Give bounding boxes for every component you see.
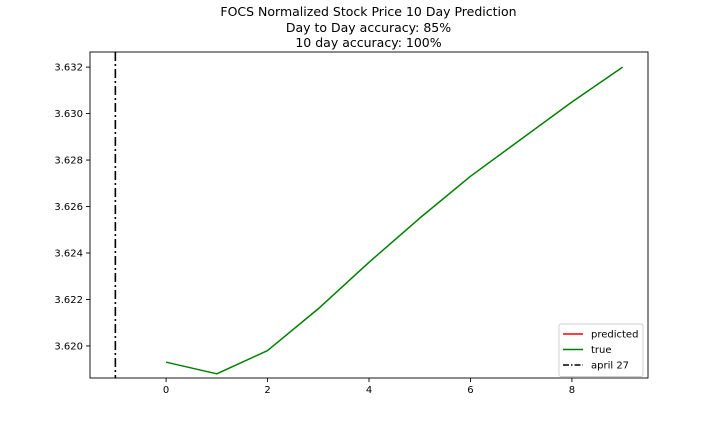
x-tick-label: 4: [366, 385, 372, 396]
chart-title-block: FOCS Normalized Stock Price 10 Day Predi…: [0, 4, 720, 51]
y-tick-label: 3.626: [54, 202, 83, 213]
y-tick-label: 3.622: [54, 295, 83, 306]
legend: predicted true april 27: [558, 323, 644, 377]
chart-subtitle-line-2: 10 day accuracy: 100%: [295, 35, 442, 50]
legend-box: [558, 323, 644, 377]
y-tick-label: 3.624: [54, 248, 83, 259]
y-tick-label: 3.620: [54, 341, 83, 352]
plot-area: [114, 52, 624, 378]
y-tick-label: 3.632: [54, 63, 83, 74]
y-tick-label: 3.630: [54, 109, 83, 120]
series-line-1: [165, 66, 624, 375]
x-tick-label: 6: [467, 385, 473, 396]
legend-label-2: april 27: [591, 361, 629, 372]
x-tick-label: 0: [163, 385, 169, 396]
x-tick-label: 2: [264, 385, 270, 396]
chart-title: FOCS Normalized Stock Price 10 Day Predi…: [220, 4, 517, 19]
chart-subtitle-line-1: Day to Day accuracy: 85%: [285, 19, 452, 35]
axes: 0 2 4 6 8 3.620 3.622 3.624 3.626 3.628 3.630 3.632: [54, 51, 649, 396]
legend-label-1: true: [591, 345, 612, 356]
legend-label-0: predicted: [591, 330, 638, 341]
y-tick-label: 3.628: [54, 156, 83, 167]
x-tick-label: 8: [569, 385, 575, 396]
